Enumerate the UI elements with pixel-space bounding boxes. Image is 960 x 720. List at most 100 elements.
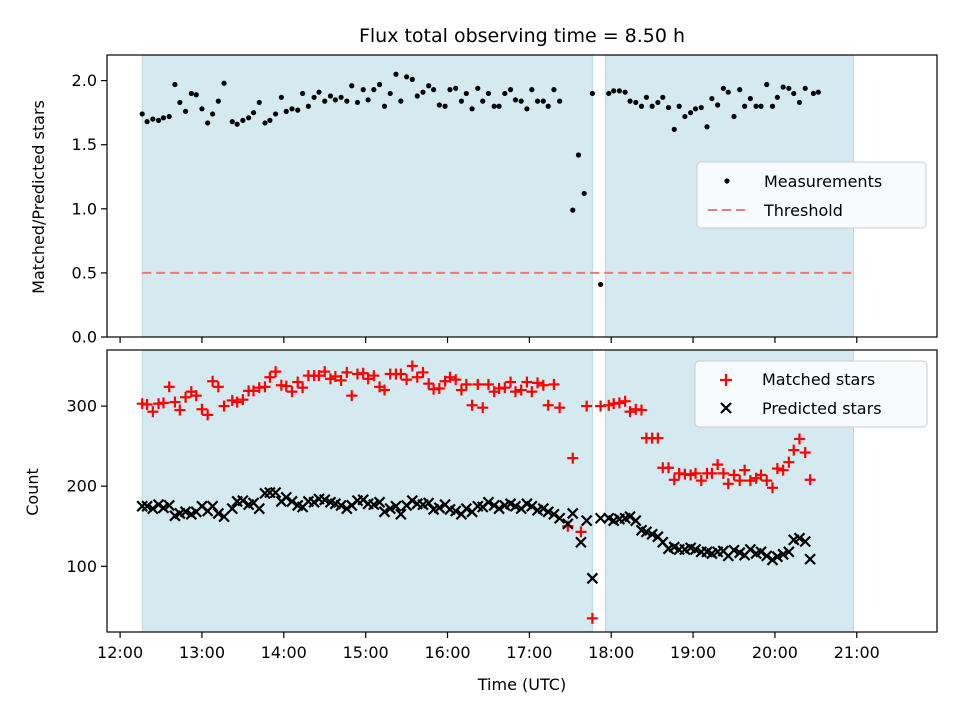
predicted-star-point-b [411, 498, 424, 510]
measurement-point [633, 99, 639, 106]
measurement-point [810, 90, 817, 97]
predicted-star-point [163, 499, 175, 512]
predicted-star-point-b [318, 494, 331, 506]
predicted-star-point-b [362, 498, 374, 510]
measurement-point [300, 90, 306, 97]
bottom-y-tick-label: 200 [66, 477, 97, 496]
predicted-star-point [378, 506, 391, 518]
predicted-star-point-b [493, 502, 505, 515]
x-tick-label: 17:00 [506, 643, 552, 662]
predicted-star-point-b [537, 502, 550, 515]
predicted-star-point-b [684, 542, 697, 554]
measurement-point [589, 90, 595, 97]
predicted-star-point [335, 499, 347, 512]
measurement-point [627, 98, 633, 104]
measurement-point [458, 98, 465, 104]
top-panel: 0.0 0.5 1.0 1.5 2.0 Measurements Threshold [72, 54, 938, 347]
predicted-star-point-b [482, 496, 495, 508]
measurement-point [731, 113, 737, 120]
legend-measurements-marker [724, 178, 730, 184]
predicted-star-point-b [179, 506, 192, 518]
matched-star-point [505, 376, 517, 388]
matched-star-point [567, 452, 579, 464]
predicted-star-point-b [629, 514, 642, 527]
matched-star-point [777, 464, 789, 476]
matched-star-point [202, 409, 214, 421]
measurement-point [660, 94, 666, 100]
bottom-y-ticks: 100 200 300 [66, 397, 107, 576]
matched-star-point [196, 403, 208, 415]
predicted-star-point-b [646, 528, 658, 541]
bottom-y-tick-label: 100 [66, 557, 97, 576]
predicted-star-point-b [147, 502, 159, 515]
predicted-star-point-b [488, 499, 500, 512]
predicted-star-point-b [635, 524, 648, 537]
measurement-point [742, 103, 748, 109]
matched-star-point [286, 386, 298, 398]
measurement-point [172, 81, 178, 88]
matched-star-point [706, 467, 718, 479]
predicted-star-point [804, 553, 816, 565]
predicted-star-point [624, 510, 636, 523]
matched-star-point [362, 373, 374, 385]
predicted-star-point-b [602, 512, 615, 525]
matched-star-point [472, 378, 484, 390]
predicted-star-point-b [433, 502, 446, 514]
predicted-star-point-b [253, 502, 266, 515]
matched-star-point [734, 475, 746, 487]
predicted-star-point [269, 486, 282, 499]
matched-star-point [141, 398, 153, 410]
predicted-star-point-b [504, 498, 517, 510]
predicted-star-point [575, 536, 587, 549]
measurement-point [221, 80, 227, 86]
legend-matched-label: Matched stars [762, 370, 875, 389]
predicted-star-point [566, 507, 579, 520]
matched-star-point [212, 381, 224, 393]
predicted-star-point [580, 514, 593, 527]
predicted-star-point-b [701, 546, 713, 558]
predicted-star-point-b [237, 494, 249, 507]
measurement-point [475, 85, 481, 91]
predicted-star-point [136, 500, 148, 512]
predicted-star-point-b [335, 499, 347, 512]
predicted-star-point [286, 495, 298, 508]
measurement-point [764, 81, 770, 88]
predicted-star-point [783, 546, 795, 558]
bottom-y-tick-label: 300 [66, 397, 97, 416]
measurement-point [616, 88, 623, 94]
matched-star-point [619, 395, 631, 407]
measurement-point [316, 89, 322, 95]
matched-star-point [515, 384, 527, 396]
measurement-point [209, 111, 216, 117]
measurement-point [802, 85, 808, 91]
measurement-point [160, 115, 167, 121]
matched-star-point [297, 382, 309, 394]
matched-star-point [147, 406, 159, 418]
measurement-point [512, 97, 519, 103]
measurement-point [338, 94, 344, 100]
measurement-point [267, 117, 273, 123]
predicted-star-point-b [286, 495, 298, 508]
measurement-point [540, 98, 546, 104]
measurement-point [688, 110, 694, 116]
measurement-point [682, 113, 688, 120]
predicted-star-point-b [652, 530, 664, 543]
measurement-point [815, 89, 821, 95]
matched-star-point [586, 612, 598, 624]
predicted-star-point [433, 502, 446, 514]
measurement-point [215, 98, 221, 104]
matched-star-point [652, 432, 664, 444]
matched-star-point [722, 478, 734, 490]
predicted-star-point-b [521, 498, 533, 510]
matched-star-point [259, 381, 271, 393]
measurement-point [295, 107, 301, 113]
measurement-point [188, 90, 194, 97]
predicted-star-point-b [206, 500, 219, 512]
matched-star-point [218, 400, 230, 412]
matched-star-point [717, 467, 729, 479]
matched-star-point [157, 397, 169, 409]
matched-star-point [450, 374, 462, 386]
measurement-point [611, 88, 617, 94]
measurement-point [597, 281, 604, 288]
measurement-point [665, 104, 672, 111]
